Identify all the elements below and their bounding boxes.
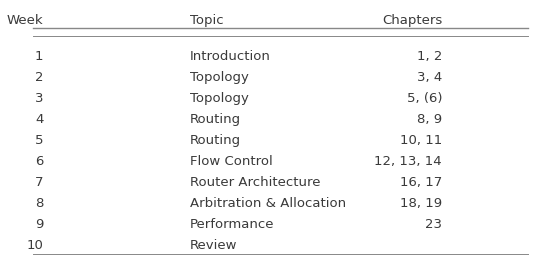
Text: Topology: Topology bbox=[190, 71, 249, 84]
Text: Topology: Topology bbox=[190, 92, 249, 105]
Text: Introduction: Introduction bbox=[190, 50, 271, 63]
Text: 18, 19: 18, 19 bbox=[400, 197, 442, 210]
Text: 5: 5 bbox=[35, 134, 43, 147]
Text: 8, 9: 8, 9 bbox=[417, 113, 442, 126]
Text: Chapters: Chapters bbox=[382, 15, 442, 27]
Text: 4: 4 bbox=[35, 113, 43, 126]
Text: 5, (6): 5, (6) bbox=[407, 92, 442, 105]
Text: Arbitration & Allocation: Arbitration & Allocation bbox=[190, 197, 346, 210]
Text: 9: 9 bbox=[35, 218, 43, 231]
Text: 7: 7 bbox=[35, 176, 43, 189]
Text: 1: 1 bbox=[35, 50, 43, 63]
Text: 2: 2 bbox=[35, 71, 43, 84]
Text: Flow Control: Flow Control bbox=[190, 155, 272, 168]
Text: 6: 6 bbox=[35, 155, 43, 168]
Text: Routing: Routing bbox=[190, 113, 241, 126]
Text: 12, 13, 14: 12, 13, 14 bbox=[374, 155, 442, 168]
Text: Performance: Performance bbox=[190, 218, 274, 231]
Text: 1, 2: 1, 2 bbox=[417, 50, 442, 63]
Text: 3, 4: 3, 4 bbox=[417, 71, 442, 84]
Text: 23: 23 bbox=[425, 218, 442, 231]
Text: 8: 8 bbox=[35, 197, 43, 210]
Text: 10, 11: 10, 11 bbox=[400, 134, 442, 147]
Text: Router Architecture: Router Architecture bbox=[190, 176, 320, 189]
Text: Topic: Topic bbox=[190, 15, 223, 27]
Text: Review: Review bbox=[190, 239, 237, 252]
Text: Routing: Routing bbox=[190, 134, 241, 147]
Text: 10: 10 bbox=[26, 239, 43, 252]
Text: 3: 3 bbox=[35, 92, 43, 105]
Text: Week: Week bbox=[7, 15, 43, 27]
Text: 16, 17: 16, 17 bbox=[400, 176, 442, 189]
